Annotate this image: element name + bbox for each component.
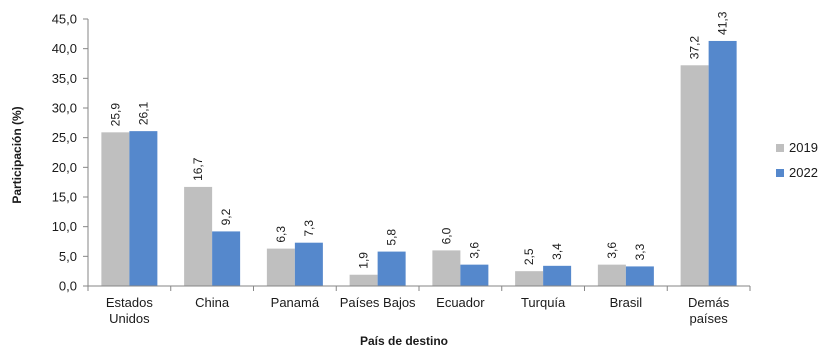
x-category-label: Ecuador <box>436 295 485 310</box>
x-category-label: China <box>195 295 230 310</box>
bar-2019 <box>349 274 378 286</box>
x-category-label: Países Bajos <box>340 295 416 310</box>
data-label-2019: 6,0 <box>439 227 453 244</box>
bar-2022 <box>377 251 406 286</box>
bar-2022 <box>625 266 654 286</box>
bar-2019 <box>184 186 213 286</box>
x-category-label: Demás países <box>688 295 730 326</box>
data-label-2019: 6,3 <box>274 226 288 243</box>
y-tick-label: 10,0 <box>52 219 77 234</box>
bar-2019 <box>597 264 626 286</box>
bar-2019 <box>680 65 709 286</box>
y-tick-label: 0,0 <box>59 279 77 294</box>
y-tick-label: 35,0 <box>52 71 77 86</box>
data-label-2022: 3,4 <box>550 243 564 260</box>
data-label-2022: 41,3 <box>716 11 730 35</box>
bar-2019 <box>266 248 295 286</box>
legend-swatch-2022 <box>776 169 784 177</box>
legend: 2019 2022 <box>776 140 818 180</box>
data-labels: 25,9 26,1 16,7 9,2 6,3 7,3 1,9 5,8 6,0 3,6 2,5 3,4 3… <box>108 11 729 268</box>
x-axis-title: País de destino <box>360 334 448 348</box>
data-label-2019: 2,5 <box>522 248 536 265</box>
data-label-2022: 26,1 <box>136 101 150 125</box>
x-category-label: Turquía <box>521 295 566 310</box>
data-label-2022: 3,6 <box>467 242 481 259</box>
data-label-2019: 25,9 <box>108 103 122 127</box>
y-tick-label: 30,0 <box>52 101 77 116</box>
y-tick-label: 45,0 <box>52 12 77 27</box>
x-axis <box>87 285 751 291</box>
data-label-2019: 1,9 <box>357 252 371 269</box>
bar-2022 <box>129 131 158 286</box>
data-label-2019: 3,6 <box>605 242 619 259</box>
legend-swatch-2019 <box>776 144 784 152</box>
data-label-2022: 7,3 <box>302 220 316 237</box>
x-category-label: Panamá <box>271 295 320 310</box>
data-label-2022: 9,2 <box>219 208 233 225</box>
y-tick-label: 25,0 <box>52 130 77 145</box>
x-axis-category-labels: Estados Unidos China Panamá Países Bajos Ecua… <box>106 295 730 326</box>
bar-2022 <box>212 231 241 286</box>
y-tick-label: 15,0 <box>52 190 77 205</box>
x-category-label: Brasil <box>610 295 643 310</box>
y-tick-label: 20,0 <box>52 160 77 175</box>
bar-2022 <box>708 40 737 286</box>
y-axis-title: Participación (%) <box>10 106 24 203</box>
y-tick-label: 40,0 <box>52 41 77 56</box>
bar-2019 <box>515 271 544 286</box>
y-tick-label: 5,0 <box>59 249 77 264</box>
data-label-2019: 37,2 <box>688 36 702 60</box>
bars <box>101 40 737 286</box>
legend-label-2019: 2019 <box>789 140 818 155</box>
data-label-2019: 16,7 <box>191 157 205 181</box>
bar-2022 <box>543 265 572 286</box>
data-label-2022: 3,3 <box>633 243 647 260</box>
bar-2022 <box>294 242 323 286</box>
x-category-label: Estados Unidos <box>106 295 153 326</box>
bar-2019 <box>101 132 130 286</box>
bar-2022 <box>460 264 489 286</box>
legend-label-2022: 2022 <box>789 165 818 180</box>
y-axis-ticks: 0,0 5,0 10,0 15,0 20,0 25,0 30,0 35,0 40,0 45,0 <box>52 12 89 294</box>
data-label-2022: 5,8 <box>385 229 399 246</box>
bar-2019 <box>432 250 461 286</box>
